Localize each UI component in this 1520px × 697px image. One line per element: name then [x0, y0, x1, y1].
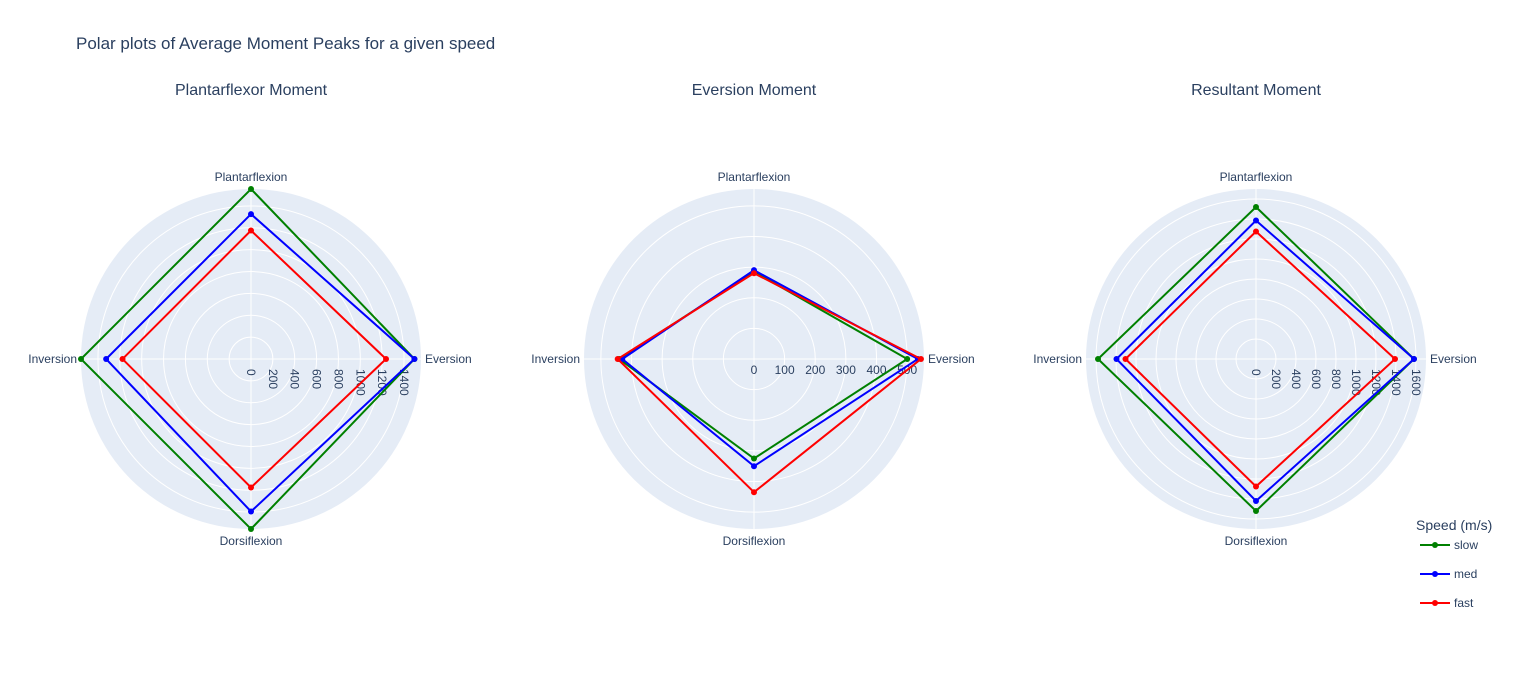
legend-title: Speed (m/s) [1416, 517, 1492, 533]
data-point-med [411, 356, 418, 362]
data-point-med [1411, 356, 1417, 362]
data-point-fast [119, 356, 126, 362]
data-point-fast [614, 356, 621, 362]
legend-label: med [1454, 567, 1477, 581]
angular-axis-label: Dorsiflexion [220, 534, 283, 548]
legend-item-fast: fast [1420, 596, 1474, 610]
radial-tick-label: 400 [1289, 369, 1303, 389]
radial-tick-label: 1400 [397, 369, 411, 396]
legend-item-med: med [1420, 567, 1477, 581]
angular-axis-label: Plantarflexion [215, 170, 288, 184]
legend-marker [1432, 542, 1438, 548]
radial-tick-label: 800 [331, 369, 345, 389]
radial-tick-label: 0 [1249, 369, 1263, 376]
angular-axis-label: Eversion [1430, 352, 1477, 366]
data-point-med [103, 356, 110, 362]
radial-tick-label: 0 [244, 369, 258, 376]
data-point-fast [1253, 483, 1259, 490]
legend: Speed (m/s) slow med fast [1416, 517, 1492, 610]
radial-tick-label: 1600 [1409, 369, 1423, 396]
data-point-fast [248, 484, 254, 491]
legend-marker [1432, 600, 1438, 606]
radial-tick-label: 0 [751, 363, 758, 377]
data-point-slow [1095, 356, 1101, 362]
radial-tick-label: 200 [266, 369, 280, 389]
angular-axis-label: Eversion [928, 352, 975, 366]
data-point-fast [917, 356, 924, 362]
legend-marker [1432, 571, 1438, 577]
data-point-med [248, 211, 254, 218]
radial-tick-label: 300 [836, 363, 856, 377]
data-point-slow [904, 356, 911, 362]
angular-axis-label: Plantarflexion [718, 170, 791, 184]
angular-axis-label: Inversion [531, 352, 580, 366]
data-point-med [1253, 498, 1259, 504]
angular-axis-label: Eversion [425, 352, 472, 366]
radial-tick-label: 200 [1269, 369, 1283, 389]
data-point-med [751, 463, 757, 470]
data-point-fast [1253, 228, 1259, 235]
data-point-fast [751, 489, 757, 496]
chart-title: Polar plots of Average Moment Peaks for … [76, 34, 496, 53]
data-point-slow [751, 455, 757, 462]
polar-subplot-3: Resultant Moment Eversion Plantarflexion In… [1033, 82, 1476, 548]
data-point-fast [248, 227, 254, 234]
radial-tick-label: 600 [1309, 369, 1323, 389]
subplot-title: Plantarflexor Moment [175, 82, 328, 99]
radial-tick-label: 400 [867, 363, 887, 377]
radial-tick-label: 600 [310, 369, 324, 389]
angular-axis-label: Dorsiflexion [1225, 534, 1288, 548]
radial-tick-label: 800 [1329, 369, 1343, 389]
legend-label: slow [1454, 538, 1478, 552]
radial-tick-label: 1000 [1349, 369, 1363, 396]
angular-axis-label: Plantarflexion [1220, 170, 1293, 184]
polar-subplot-2: Eversion Moment Eversion Plantarflexion Inv… [531, 82, 974, 548]
data-point-med [1253, 217, 1259, 224]
data-point-fast [751, 270, 757, 277]
angular-axis-label: Inversion [1033, 352, 1082, 366]
polar-subplot-1: Plantarflexor Moment Eversion Plantarflexi… [28, 82, 471, 548]
subplot-title: Eversion Moment [692, 82, 817, 99]
radial-tick-label: 100 [775, 363, 795, 377]
radial-tick-label: 400 [288, 369, 302, 389]
data-point-fast [383, 356, 390, 362]
data-point-med [248, 508, 254, 515]
radial-tick-label: 1400 [1389, 369, 1403, 396]
subplot-title: Resultant Moment [1191, 82, 1321, 99]
data-point-fast [1392, 356, 1398, 362]
data-point-slow [248, 526, 254, 532]
data-point-slow [1253, 204, 1259, 210]
radial-tick-label: 200 [805, 363, 825, 377]
angular-axis-label: Inversion [28, 352, 77, 366]
data-point-slow [248, 186, 254, 192]
data-point-med [1113, 356, 1120, 362]
angular-axis-label: Dorsiflexion [723, 534, 786, 548]
legend-label: fast [1454, 596, 1474, 610]
data-point-fast [1122, 356, 1129, 362]
legend-item-slow: slow [1420, 538, 1478, 552]
data-point-slow [1253, 508, 1259, 514]
data-point-slow [78, 356, 84, 362]
